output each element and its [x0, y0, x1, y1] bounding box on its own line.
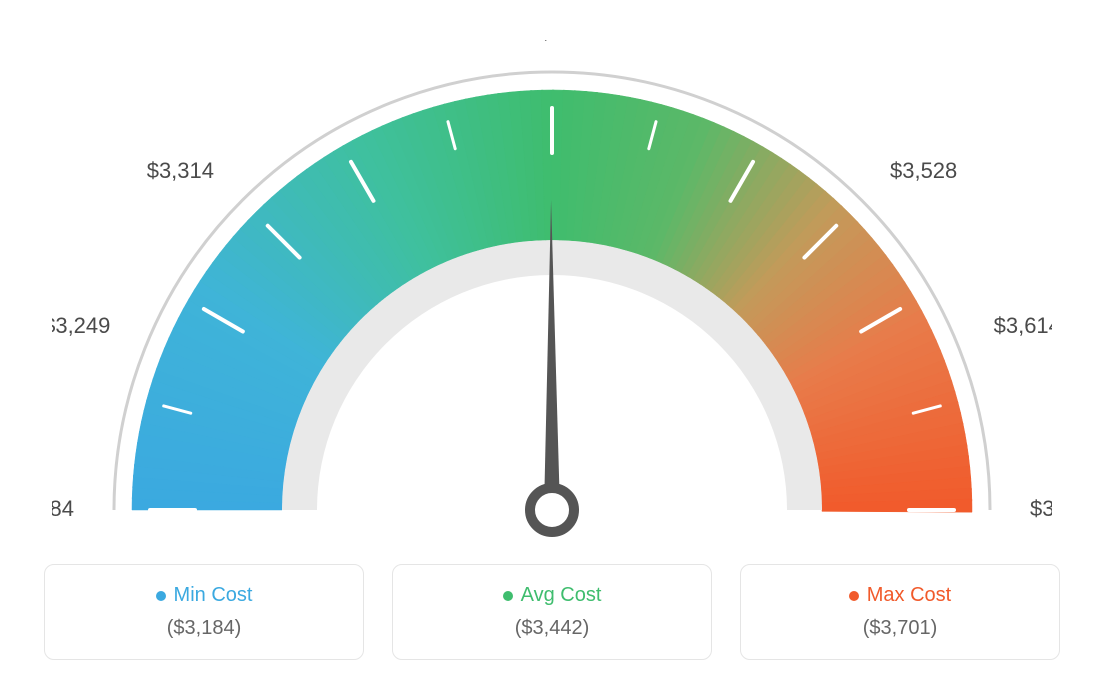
- gauge-tick-label: $3,314: [147, 158, 214, 183]
- gauge-svg: $3,184 $3,249 $3,314 $3,442 $3,528 $3,614 $3,7…: [52, 40, 1052, 580]
- gauge-tick-label: $3,701: [1030, 496, 1052, 521]
- card-title-row: Avg Cost: [503, 584, 602, 607]
- max-cost-value: ($3,701): [863, 617, 938, 640]
- min-cost-card: Min Cost ($3,184): [44, 564, 364, 660]
- gauge-tick-label: $3,614: [994, 313, 1052, 338]
- dot-min: [156, 591, 166, 601]
- gauge-chart: $3,184 $3,249 $3,314 $3,442 $3,528 $3,614 $3,7…: [52, 40, 1052, 560]
- summary-cards: Min Cost ($3,184) Avg Cost ($3,442) Max …: [44, 564, 1060, 660]
- gauge-tick-label: $3,249: [52, 313, 110, 338]
- min-cost-title: Min Cost: [174, 584, 253, 607]
- gauge-tick-label: $3,184: [52, 496, 74, 521]
- gauge-tick-label: $3,528: [890, 158, 957, 183]
- dot-max: [849, 591, 859, 601]
- card-title-row: Max Cost: [849, 584, 951, 607]
- avg-cost-value: ($3,442): [515, 617, 590, 640]
- avg-cost-title: Avg Cost: [521, 584, 602, 607]
- dot-avg: [503, 591, 513, 601]
- min-cost-value: ($3,184): [167, 617, 242, 640]
- gauge-tick-label: $3,442: [518, 40, 585, 43]
- card-title-row: Min Cost: [156, 584, 253, 607]
- max-cost-card: Max Cost ($3,701): [740, 564, 1060, 660]
- max-cost-title: Max Cost: [867, 584, 951, 607]
- avg-cost-card: Avg Cost ($3,442): [392, 564, 712, 660]
- gauge-needle-hub: [530, 488, 574, 532]
